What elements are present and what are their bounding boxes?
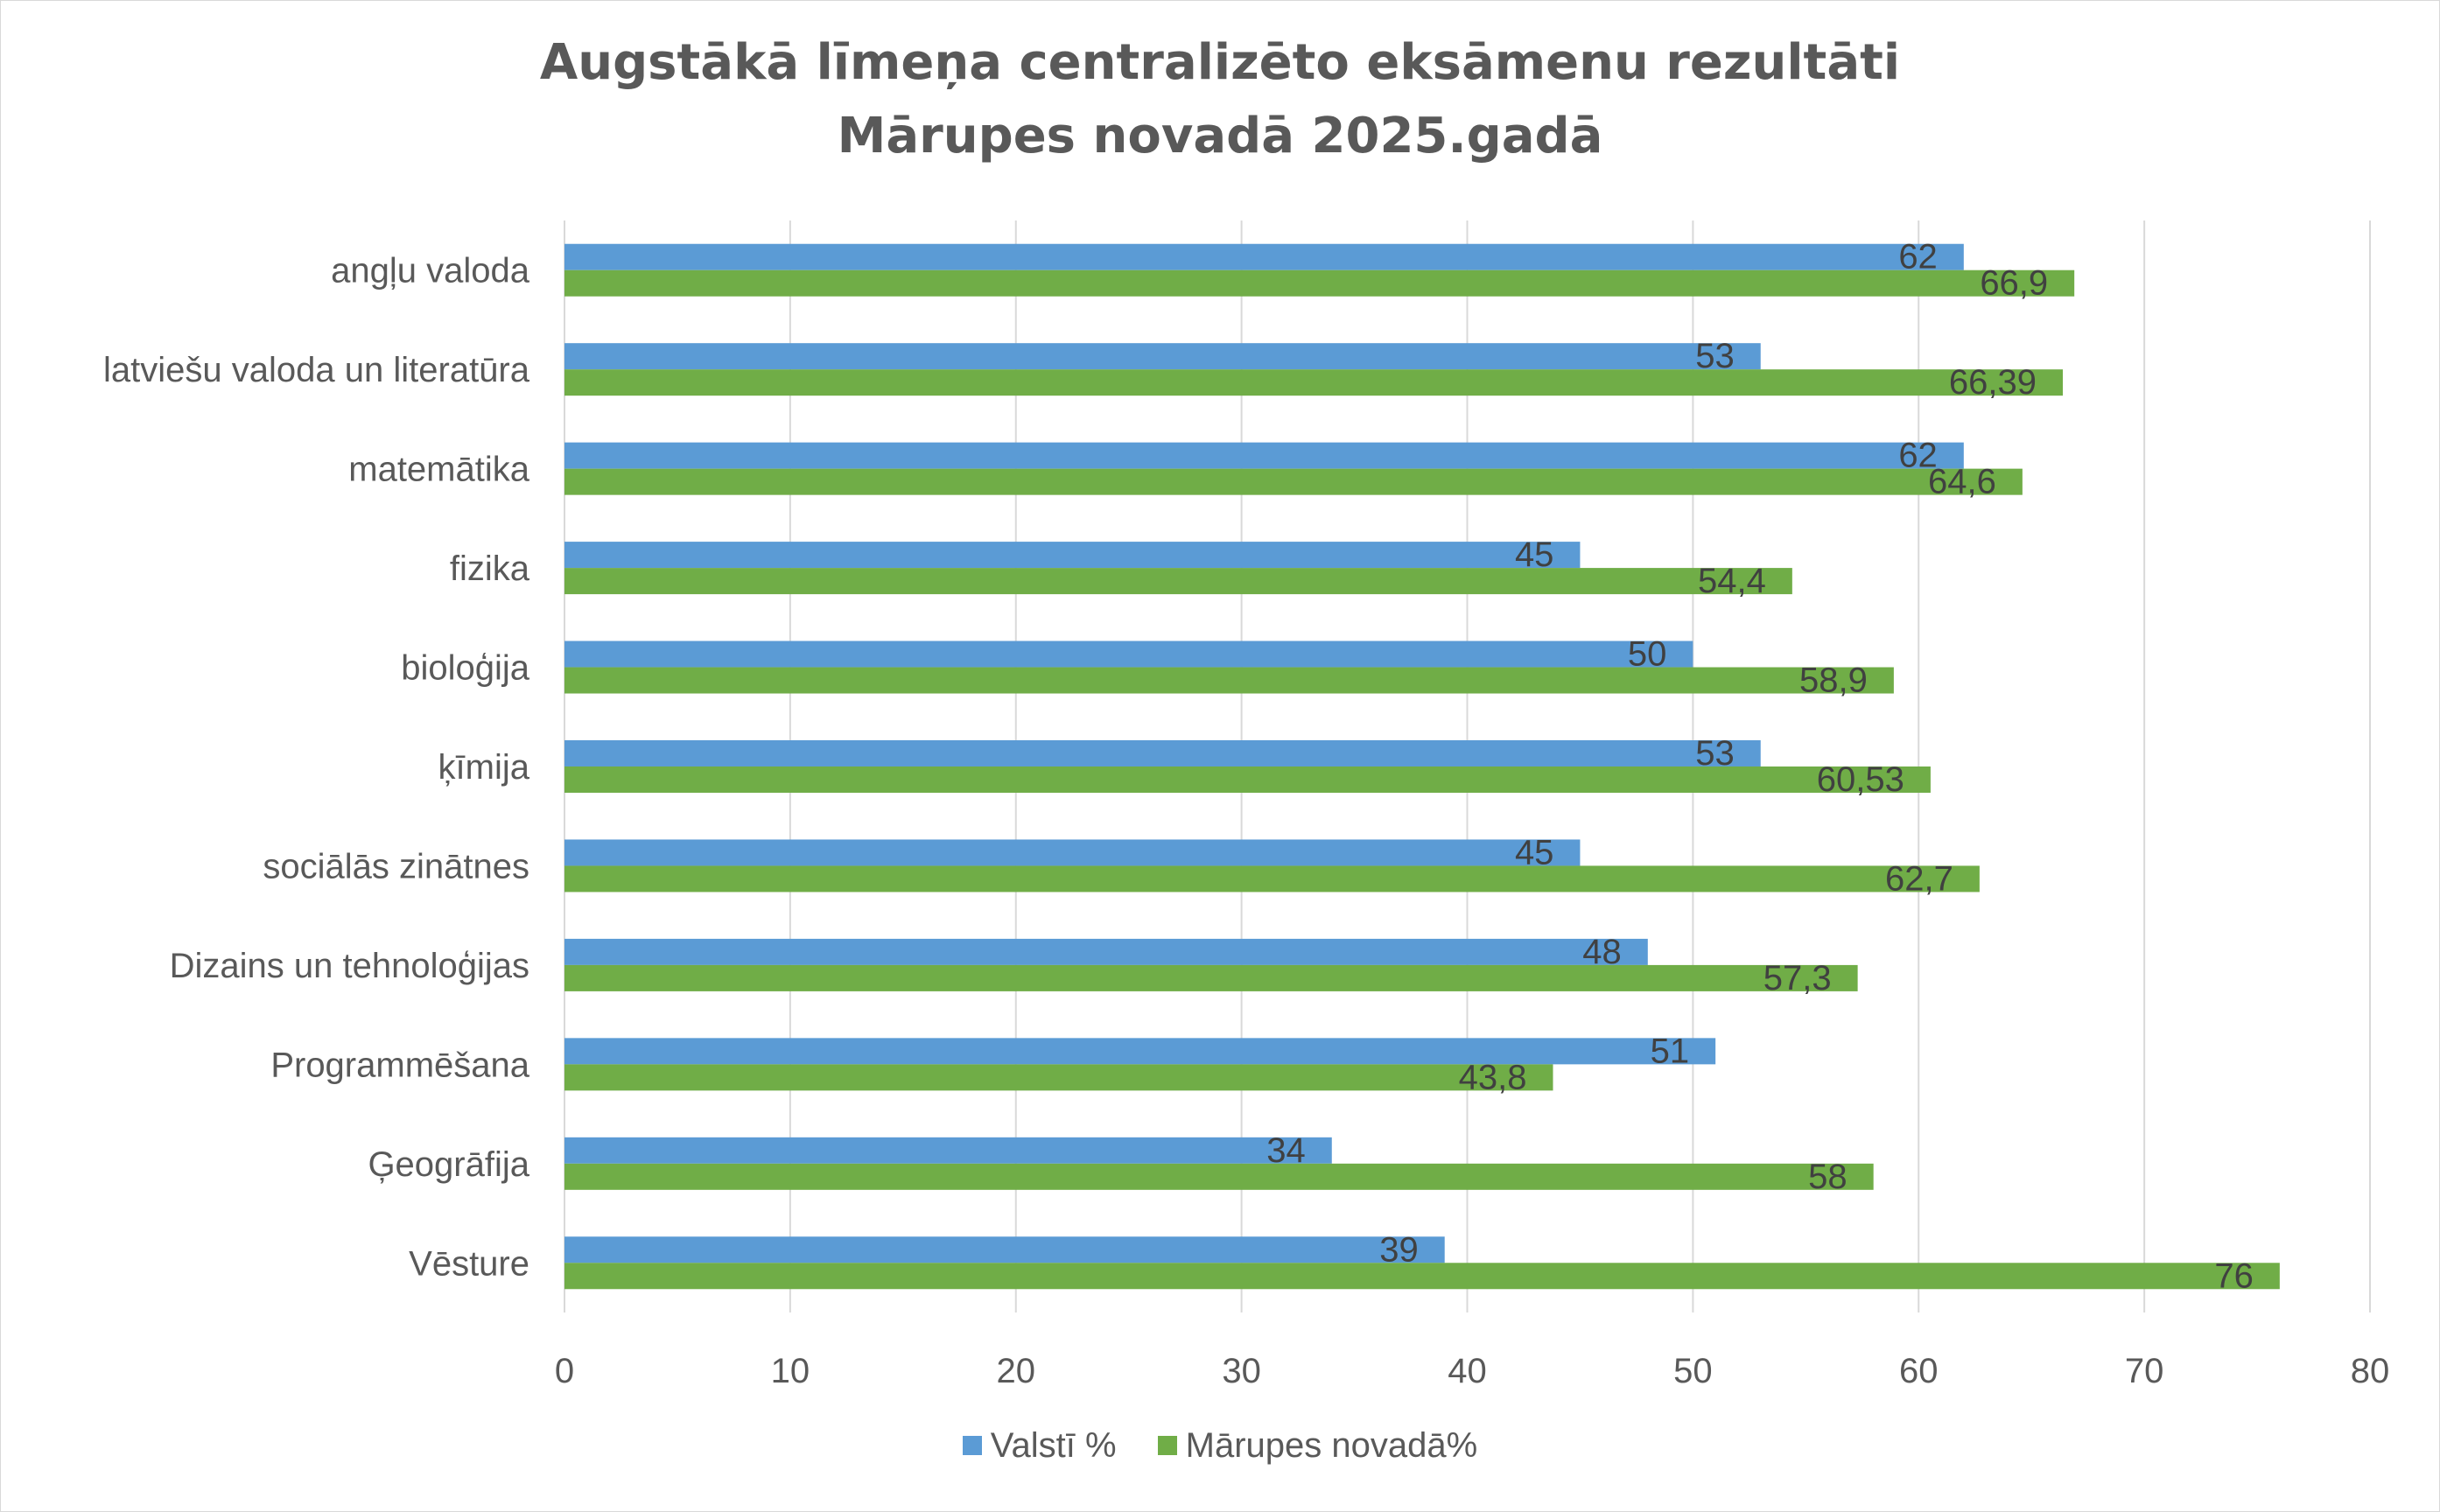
bar-marupes-2	[564, 468, 2023, 495]
bar-marupes-6	[564, 865, 1980, 892]
category-label-4: bioloģija	[401, 649, 530, 688]
category-label-6: sociālās zinātnes	[263, 847, 529, 886]
category-label-7: Dizains un tehnoloģijas	[170, 947, 529, 985]
bar-marupes-8	[564, 1064, 1553, 1091]
x-tick-label-30: 30	[1222, 1352, 1261, 1390]
legend-swatch-valsti	[962, 1436, 982, 1455]
bar-marupes-10	[564, 1263, 2280, 1290]
data-label-marupes-7: 57,3	[1763, 959, 1832, 998]
bar-marupes-5	[564, 766, 1931, 793]
data-label-valsti-0: 62	[1898, 238, 1938, 276]
data-label-marupes-4: 58,9	[1799, 662, 1868, 700]
bar-marupes-4	[564, 667, 1894, 694]
legend-swatch-marupes	[1157, 1436, 1177, 1455]
bar-valsti-3	[564, 542, 1581, 569]
bar-valsti-2	[564, 442, 1964, 469]
data-label-valsti-4: 50	[1628, 635, 1667, 674]
bar-valsti-1	[564, 343, 1761, 370]
legend-item-marupes: Mārupes novadā%	[1157, 1425, 1478, 1466]
category-label-5: ķīmija	[438, 748, 530, 787]
data-label-valsti-8: 51	[1651, 1032, 1690, 1070]
x-tick-label-80: 80	[2351, 1352, 2390, 1390]
bar-valsti-10	[564, 1236, 1445, 1264]
data-label-marupes-1: 66,39	[1949, 363, 2037, 402]
data-label-marupes-8: 43,8	[1459, 1058, 1527, 1096]
bar-marupes-0	[564, 270, 2075, 297]
bar-valsti-0	[564, 243, 1964, 270]
data-label-valsti-7: 48	[1582, 933, 1622, 971]
x-tick-label-10: 10	[771, 1352, 810, 1390]
category-label-0: angļu valoda	[331, 252, 530, 290]
data-label-valsti-1: 53	[1695, 337, 1735, 375]
bar-valsti-4	[564, 640, 1693, 668]
data-label-marupes-0: 66,9	[1980, 264, 2048, 303]
category-label-1: latviešu valoda un literatūra	[103, 351, 530, 389]
data-label-valsti-6: 45	[1515, 833, 1554, 872]
x-tick-label-0: 0	[555, 1352, 574, 1390]
data-label-valsti-2: 62	[1898, 437, 1938, 475]
data-label-marupes-6: 62,7	[1885, 859, 1953, 898]
data-label-marupes-10: 76	[2214, 1256, 2254, 1295]
legend-item-valsti: Valstī %	[962, 1425, 1117, 1466]
category-label-3: fizika	[450, 550, 530, 588]
x-tick-label-50: 50	[1673, 1352, 1713, 1390]
data-label-valsti-5: 53	[1695, 734, 1735, 773]
bar-valsti-5	[564, 740, 1761, 766]
bar-valsti-9	[564, 1137, 1332, 1164]
category-label-10: Vēsture	[409, 1244, 529, 1283]
data-label-valsti-9: 34	[1266, 1131, 1306, 1170]
bar-valsti-6	[564, 839, 1581, 866]
legend-label-marupes: Mārupes novadā%	[1185, 1425, 1478, 1465]
bar-marupes-9	[564, 1163, 1874, 1190]
data-label-valsti-3: 45	[1515, 536, 1554, 574]
category-label-2: matemātika	[348, 451, 529, 489]
bar-valsti-8	[564, 1038, 1716, 1065]
chart-title-line-2: Mārupes novadā 2025.gadā	[837, 108, 1603, 164]
data-label-valsti-10: 39	[1379, 1230, 1419, 1269]
x-tick-label-70: 70	[2125, 1352, 2164, 1390]
data-label-marupes-9: 58	[1808, 1158, 1848, 1196]
data-label-marupes-3: 54,4	[1698, 562, 1766, 600]
chart-title: Augstākā līmeņa centralizēto eksāmenu re…	[0, 26, 2440, 173]
bar-marupes-1	[564, 369, 2064, 396]
chart-legend: Valstī % Mārupes novadā%	[0, 1424, 2440, 1466]
x-tick-label-20: 20	[997, 1352, 1036, 1390]
legend-label-valsti: Valstī %	[990, 1425, 1117, 1465]
bar-marupes-7	[564, 964, 1858, 991]
x-tick-label-40: 40	[1448, 1352, 1487, 1390]
chart-title-line-1: Augstākā līmeņa centralizēto eksāmenu re…	[539, 34, 1901, 91]
bar-marupes-3	[564, 568, 1792, 595]
category-label-9: Ģeogrāfija	[368, 1145, 529, 1184]
bar-valsti-7	[564, 938, 1648, 965]
x-tick-label-60: 60	[1899, 1352, 1939, 1390]
data-label-marupes-2: 64,6	[1928, 463, 1996, 501]
category-label-8: Programmēšana	[270, 1046, 529, 1084]
data-label-marupes-5: 60,53	[1817, 760, 1904, 799]
